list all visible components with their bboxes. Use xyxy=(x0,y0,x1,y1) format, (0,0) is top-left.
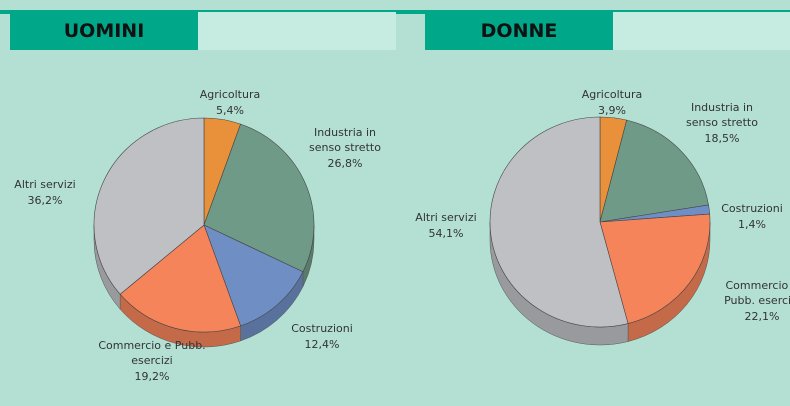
slice-label: Commercio e Pubb. esercizi xyxy=(98,339,206,367)
value-label: 1,4% xyxy=(738,218,766,231)
pie-slice xyxy=(489,116,629,328)
tab-fill xyxy=(613,12,790,50)
value-label: 12,4% xyxy=(304,338,340,351)
value-label: 5,4% xyxy=(216,104,244,117)
slice-label: Altri servizi xyxy=(415,211,477,224)
tab-title: UOMINI xyxy=(10,12,198,50)
value-label: 36,2% xyxy=(27,194,63,207)
slice-label: Agricoltura xyxy=(199,88,261,101)
pie-slice xyxy=(203,123,315,273)
value-label: 54,1% xyxy=(428,227,464,240)
pie-slice xyxy=(599,213,711,324)
slice-label: Industria in senso stretto xyxy=(686,101,758,129)
slice-label: Commercio e Pubb. esercizi xyxy=(724,279,790,307)
pie-slice xyxy=(599,119,709,223)
slice-label: Industria in senso stretto xyxy=(309,126,381,154)
value-label: 22,1% xyxy=(744,310,780,323)
value-label: 18,5% xyxy=(704,132,740,145)
value-label: 26,8% xyxy=(327,157,363,170)
slice-label: Altri servizi xyxy=(14,178,76,191)
slice-label: Costruzioni xyxy=(721,202,783,215)
slice-label: Costruzioni xyxy=(291,322,353,335)
value-label: 19,2% xyxy=(134,370,170,383)
pie-slice xyxy=(203,224,304,327)
tab-title: DONNE xyxy=(425,12,613,50)
tab-fill xyxy=(198,12,396,50)
value-label: 3,9% xyxy=(598,104,626,117)
slice-label: Agricoltura xyxy=(581,88,643,101)
pie-slice xyxy=(119,224,241,333)
pie-slice xyxy=(93,117,205,295)
